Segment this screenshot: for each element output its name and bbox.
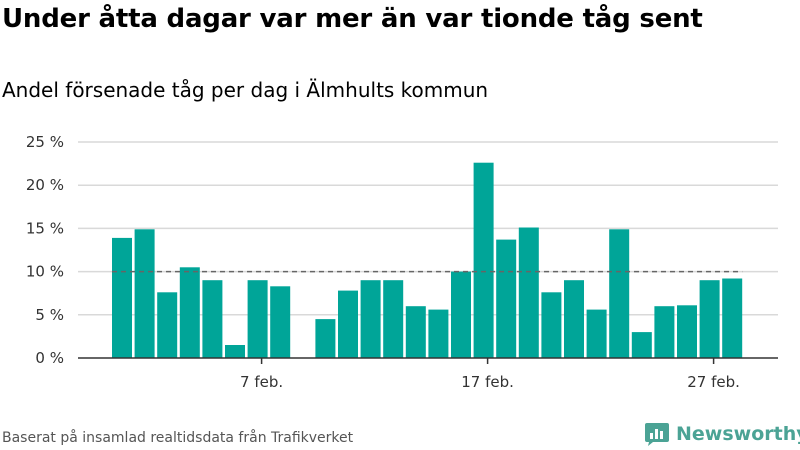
bar [360,280,381,358]
bar [631,332,652,358]
bar [699,280,720,358]
bar [202,280,223,358]
bar [179,267,200,358]
y-tick-label: 10 % [26,263,64,281]
y-tick-label: 0 % [35,349,64,367]
bar [134,229,155,358]
bar [112,237,132,358]
bar [405,306,426,358]
y-tick-label: 20 % [26,176,64,194]
bar [157,292,178,358]
chart-subtitle: Andel försenade tåg per dag i Älmhults k… [2,78,489,102]
bar [496,239,517,358]
bar [473,162,494,358]
y-tick-label: 25 % [26,133,64,151]
newsworthy-logo: Newsworthy [644,421,800,447]
bar [383,280,404,358]
x-tick-label: 7 feb. [240,373,283,391]
x-tick-label: 27 feb. [687,373,740,391]
bar [247,280,268,358]
bar [338,290,358,358]
y-tick-label: 15 % [26,219,64,237]
x-tick-label: 17 feb. [461,373,514,391]
bar [270,286,291,358]
bar [428,309,449,358]
y-tick-label: 5 % [35,306,64,324]
bar [677,305,697,358]
source-note: Baserat på insamlad realtidsdata från Tr… [2,430,354,446]
bar [564,280,584,358]
chart-title: Under åtta dagar var mer än var tionde t… [2,4,703,34]
bar [451,271,471,358]
newsworthy-logo-icon [645,423,669,446]
bars [112,162,743,358]
bar [518,227,539,358]
x-axis-ticks: 7 feb. 17 feb. 27 feb. [240,358,740,391]
newsworthy-logo-text: Newsworthy [676,423,800,445]
bar [541,292,562,358]
bar [315,319,336,358]
bar [654,306,675,358]
y-axis-ticks: 0 % 5 % 10 % 15 % 20 % 25 % [26,133,64,367]
bar [609,229,630,358]
bar [586,309,607,358]
bar [225,345,245,358]
bar [722,278,743,358]
